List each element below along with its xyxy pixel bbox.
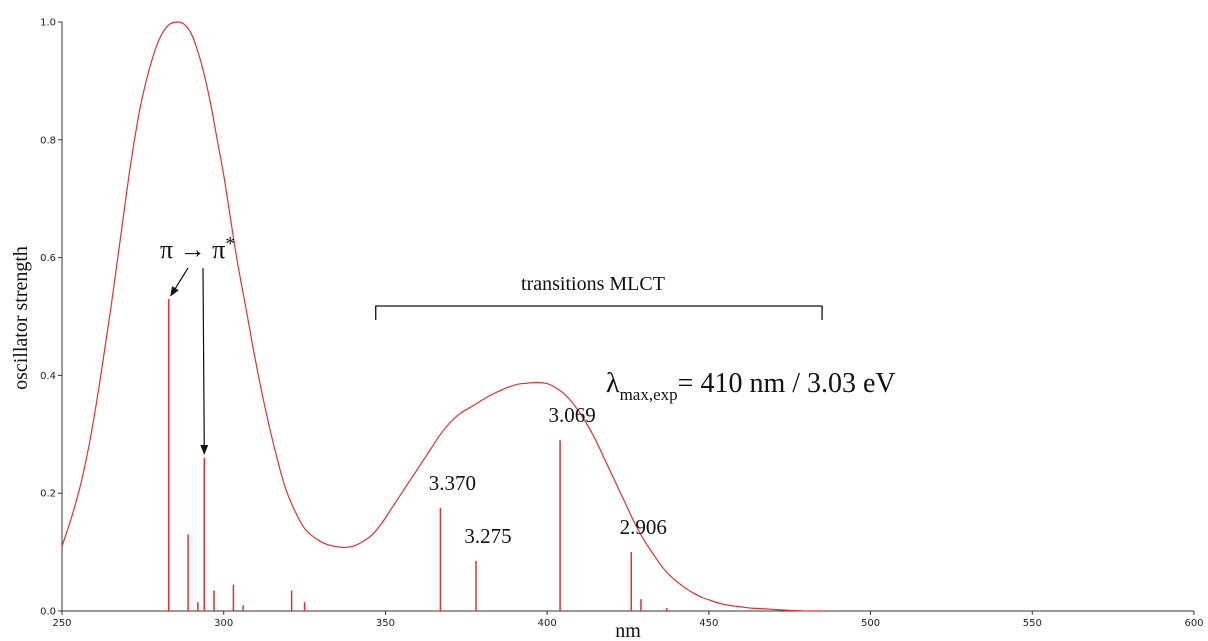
lambda-symbol: λ — [606, 368, 620, 399]
peak-label: 3.370 — [429, 471, 476, 495]
lambda-value: = 410 nm / 3.03 eV — [678, 368, 896, 399]
absorption-curve — [61, 21, 826, 612]
y-tick-label: 0.8 — [40, 135, 56, 146]
x-tick-label: 600 — [1184, 618, 1203, 629]
axes: 250 300 350 400 450 500 550 600 0.0 0.2 0.4 0.6 0.8 1… — [40, 18, 1203, 630]
lambda-subscript: max,exp — [620, 385, 678, 404]
lambda-max-label: λmax,exp= 410 nm / 3.03 eV — [606, 368, 896, 404]
peak-label: 3.069 — [548, 403, 595, 427]
y-tick-label: 0.0 — [40, 607, 56, 618]
pi-arrow-2 — [200, 267, 209, 455]
pi-star: * — [225, 233, 235, 255]
y-tick-label: 0.2 — [40, 489, 56, 500]
x-tick-label: 450 — [699, 618, 718, 629]
y-axis-label: oscillator strength — [10, 246, 32, 390]
transition-sticks — [167, 298, 668, 611]
x-tick-label: 300 — [214, 618, 233, 629]
x-tick-label: 250 — [52, 618, 71, 629]
y-tick-label: 0.6 — [40, 253, 56, 264]
mlct-bracket — [375, 305, 823, 320]
peak-label: 2.906 — [620, 515, 667, 539]
x-tick-label: 350 — [376, 618, 395, 629]
y-tick-label: 1.0 — [40, 18, 56, 29]
mlct-label: transitions MLCT — [521, 273, 665, 295]
x-tick-label: 500 — [861, 618, 880, 629]
peak-label: 3.275 — [464, 524, 511, 548]
y-tick-label: 0.4 — [40, 371, 56, 382]
pi-transition-label: π → π* — [160, 233, 235, 264]
annotations: 3.370 3.275 3.069 2.906 — [170, 267, 823, 548]
x-tick-label: 550 — [1023, 618, 1042, 629]
pi-arrow-1 — [170, 267, 189, 297]
pi-transition-text: π → π — [160, 235, 225, 264]
x-axis-label: nm — [615, 620, 641, 641]
x-tick-label: 400 — [538, 618, 557, 629]
